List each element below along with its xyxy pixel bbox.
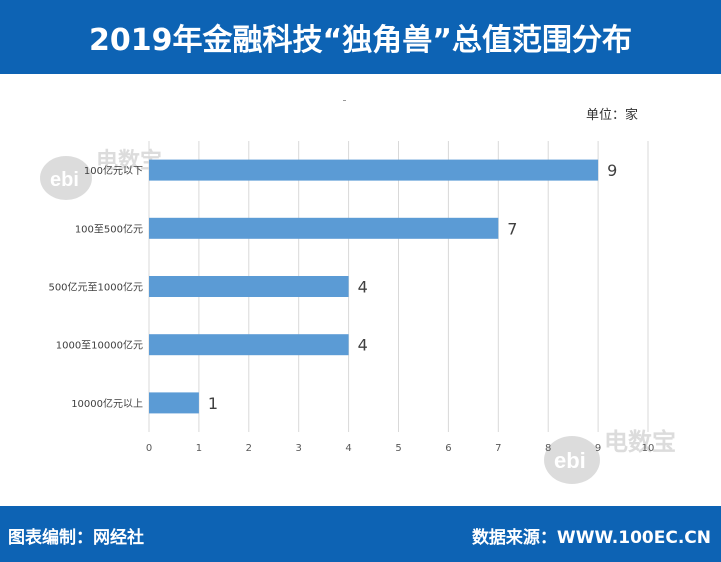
- data-label: 7: [507, 219, 517, 238]
- data-label: 4: [358, 278, 368, 297]
- bar-chart: 0 1 2 3 4 5 6 7 8 9 10 100亿元以下 9 100至500亿元 7 500亿元至1000…: [48, 141, 655, 454]
- x-tick-label: 0: [146, 443, 152, 454]
- chart-area: [0, 74, 721, 506]
- footer-credit: 图表编制：网经社: [8, 528, 144, 548]
- bar: [149, 334, 349, 356]
- x-tick-label: 1: [196, 443, 202, 454]
- x-tick-label: 2: [246, 443, 252, 454]
- watermark-text: 电数宝: [604, 428, 676, 456]
- x-tick-label: 3: [296, 443, 302, 454]
- footer-bar: 图表编制：网经社 数据来源：WWW.100EC.CN: [0, 506, 721, 562]
- y-category-label: 10000亿元以上: [71, 397, 143, 410]
- unit-label: 单位：家: [586, 108, 639, 123]
- x-tick-label: 6: [445, 443, 451, 454]
- bar: [149, 159, 599, 181]
- x-tick-label: 9: [595, 443, 601, 454]
- decorative-dash: [343, 100, 346, 101]
- watermark-logo-text: ebi: [50, 169, 79, 191]
- chart-title-bar: 2019年金融科技“独角兽”总值范围分布: [0, 0, 721, 74]
- watermark-logo-text: ebi: [554, 448, 586, 473]
- x-tick-label: 7: [495, 443, 501, 454]
- chart-title: 2019年金融科技“独角兽”总值范围分布: [89, 23, 632, 58]
- x-tick-label: 8: [545, 443, 551, 454]
- y-category-label: 1000至10000亿元: [56, 339, 143, 352]
- data-label: 1: [208, 394, 218, 413]
- data-label: 4: [358, 336, 368, 355]
- y-category-label: 100亿元以下: [84, 164, 143, 177]
- footer-source: 数据来源：WWW.100EC.CN: [471, 528, 711, 548]
- watermark-logo-bottom: ebi 电数宝: [544, 428, 676, 484]
- x-tick-label: 10: [642, 443, 655, 454]
- bar: [149, 217, 499, 239]
- x-tick-label: 5: [395, 443, 401, 454]
- bar: [149, 392, 199, 414]
- y-category-label: 500亿元至1000亿元: [48, 281, 143, 294]
- x-tick-label: 4: [345, 443, 351, 454]
- bar: [149, 276, 349, 297]
- y-category-label: 100至500亿元: [75, 222, 143, 235]
- data-label: 9: [607, 161, 617, 180]
